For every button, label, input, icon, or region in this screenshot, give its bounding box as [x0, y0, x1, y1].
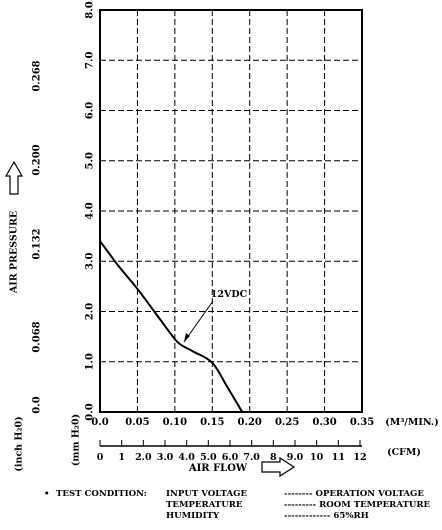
y-tick-label-mm: 3.0: [85, 253, 96, 270]
test-condition-label: HUMIDITY: [166, 511, 220, 521]
axis-titles: AIR PRESSURE AIR FLOW: [4, 160, 296, 478]
test-condition-heading: TEST CONDITION:: [56, 489, 147, 499]
y-tick-label-mm: 7.0: [85, 52, 96, 69]
test-condition-value: --------- ROOM TEMPERATURE: [284, 500, 431, 510]
x-tick-label-cfm: 8: [270, 452, 277, 463]
x-axis-unit-cfm: (CFM): [387, 447, 421, 458]
test-condition-label: TEMPERATURE: [166, 500, 243, 510]
x-tick-label-cfm: 6.0: [222, 452, 239, 463]
x-axis-title: AIR FLOW: [188, 463, 248, 474]
test-conditions: • TEST CONDITION: INPUT VOLTAGE --------…: [44, 489, 442, 522]
test-condition-value: ------------- 65%RH: [284, 511, 369, 521]
test-condition-value: -------- OPERATION VOLTAGE: [284, 489, 424, 499]
plot-frame: [99, 9, 363, 447]
test-condition-label: INPUT VOLTAGE: [166, 489, 248, 499]
test-condition-row: HUMIDITY ------------- 65%RH: [44, 511, 442, 522]
x-tick-label-m3: 0.0: [91, 417, 108, 428]
curve-layer: 12VDC: [99, 240, 248, 413]
y-tick-label-mm: 0.0: [85, 403, 96, 420]
y-tick-label-mm: 1.0: [85, 353, 96, 370]
x-tick-label-m3: 0.20: [238, 417, 262, 428]
x-tick-label-cfm: 4.0: [178, 452, 195, 463]
y-axis-unit-inch: (inch H₂0): [14, 416, 25, 471]
x-tick-label-cfm: 11: [332, 452, 345, 463]
x-tick-label-cfm: 1: [118, 452, 125, 463]
y-tick-label-inch: 0.0: [32, 396, 43, 413]
y-tick-label-mm: 4.0: [85, 202, 96, 219]
x-tick-label-m3: 0.15: [200, 417, 224, 428]
up-arrow-icon: [4, 160, 24, 195]
x-tick-label-m3: 0.30: [312, 417, 336, 428]
grid: [100, 10, 362, 412]
y-tick-label-inch: 0.132: [32, 228, 43, 259]
y-tick-label-mm: 5.0: [85, 152, 96, 169]
x-axis-unit-m3: (M³/MIN.): [385, 417, 438, 428]
x-tick-label-cfm: 0: [97, 452, 104, 463]
x-tick-label-cfm: 5.0: [200, 452, 217, 463]
y-axis-unit-mm: (mm H₂0): [71, 414, 82, 466]
bullet: •: [44, 489, 50, 499]
test-condition-row: TEMPERATURE --------- ROOM TEMPERATURE: [44, 500, 442, 511]
x-tick-label-cfm: 12: [353, 452, 366, 463]
leader-arrowhead-icon: [184, 333, 190, 342]
y-tick-label-inch: 0.068: [32, 321, 43, 352]
x-tick-label-cfm: 7.0: [243, 452, 260, 463]
x-tick-label-m3: 0.35: [350, 417, 374, 428]
test-condition-row: • TEST CONDITION: INPUT VOLTAGE --------…: [44, 489, 442, 500]
tick-labels: 0.01.02.03.04.05.06.07.08.0(mm H₂0)0.00.…: [14, 1, 439, 471]
y-tick-label-mm: 6.0: [85, 102, 96, 119]
y-tick-label-mm: 8.0: [85, 1, 96, 18]
series-line-12vdc: [99, 240, 244, 413]
x-tick-label-cfm: 9.0: [287, 452, 304, 463]
right-arrow-icon: [261, 456, 296, 478]
y-tick-label-inch: 0.268: [32, 60, 43, 91]
x-tick-label-cfm: 2.0: [135, 452, 152, 463]
y-tick-label-inch: 0.200: [32, 144, 43, 175]
y-tick-label-mm: 2.0: [85, 303, 96, 320]
x-tick-label-cfm: 3.0: [157, 452, 174, 463]
curve-label-12vdc: 12VDC: [211, 289, 248, 300]
x-tick-label-m3: 0.05: [125, 417, 149, 428]
y-axis-title: AIR PRESSURE: [9, 211, 20, 294]
x-tick-label-cfm: 10: [310, 452, 324, 463]
x-tick-label-m3: 0.25: [275, 417, 299, 428]
plot-border: [99, 9, 363, 413]
x-tick-label-m3: 0.10: [163, 417, 187, 428]
